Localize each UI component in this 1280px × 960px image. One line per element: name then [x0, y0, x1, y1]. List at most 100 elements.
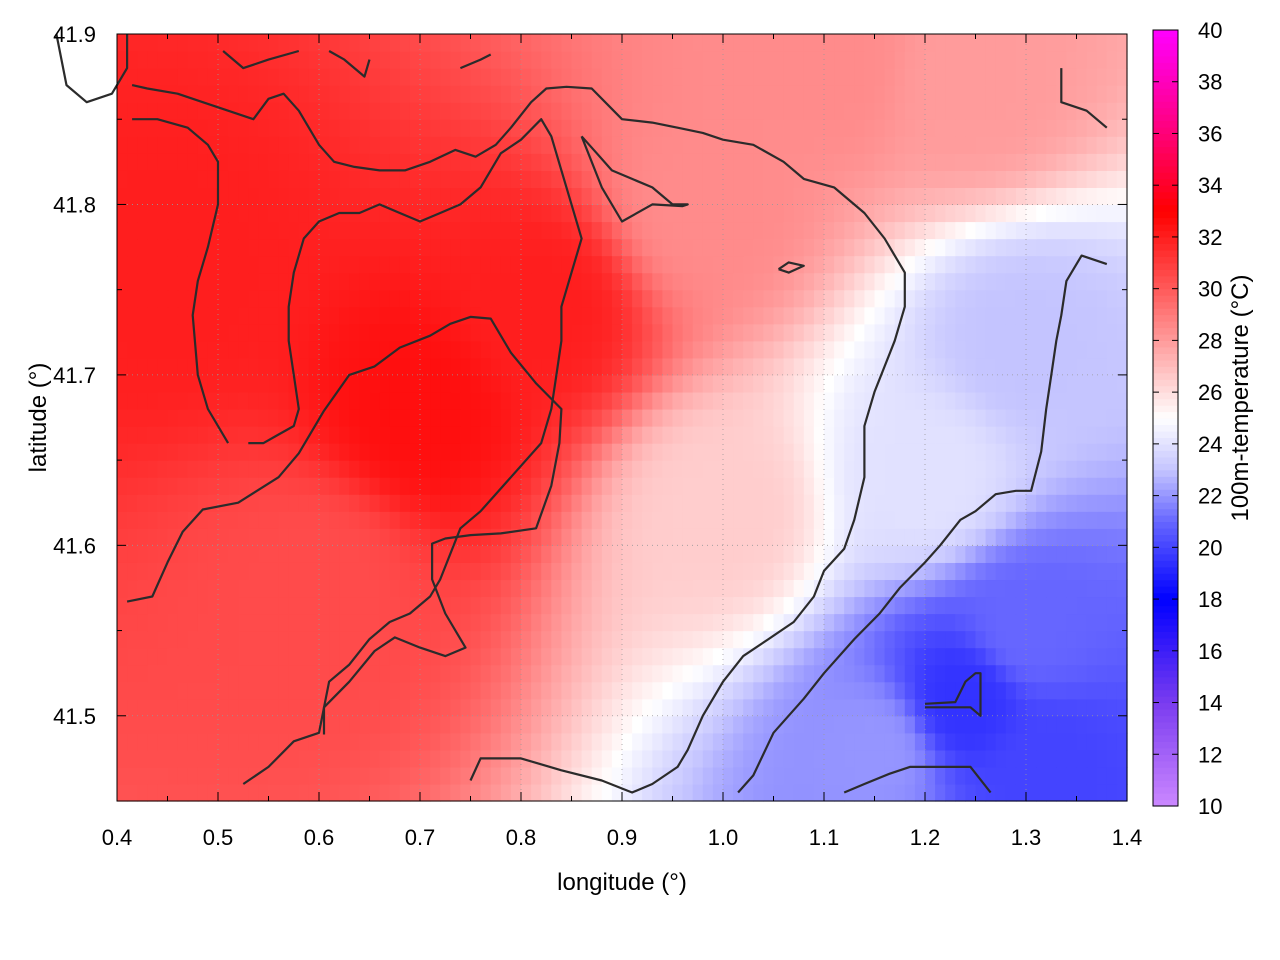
colorbar-step	[1153, 392, 1178, 400]
heatmap-cell	[238, 357, 249, 376]
heatmap-cell	[1116, 494, 1128, 512]
heatmap-cell	[763, 340, 775, 359]
heatmap-cell	[622, 323, 633, 342]
heatmap-cell	[541, 323, 552, 342]
heatmap-cell	[460, 85, 472, 103]
heatmap-cell	[228, 102, 239, 120]
heatmap-cell	[723, 323, 734, 342]
heatmap-cell	[975, 528, 987, 546]
heatmap-cell	[117, 460, 128, 478]
heatmap-cell	[268, 596, 280, 615]
heatmap-cell	[238, 340, 249, 359]
heatmap-cell	[854, 426, 865, 444]
heatmap-cell	[1015, 494, 1027, 512]
heatmap-cell	[935, 681, 946, 700]
heatmap-cell	[854, 51, 865, 69]
colorbar-step	[1153, 515, 1178, 523]
heatmap-cell	[308, 204, 320, 223]
heatmap-cell	[500, 34, 512, 52]
heatmap-cell	[1106, 511, 1118, 529]
heatmap-cell	[965, 460, 977, 478]
heatmap-cell	[218, 715, 229, 734]
heatmap-cell	[248, 374, 259, 393]
heatmap-cell	[622, 477, 633, 495]
heatmap-cell	[844, 51, 855, 69]
heatmap-cell	[793, 51, 805, 69]
heatmap-cell	[420, 477, 431, 495]
heatmap-cell	[137, 698, 148, 717]
heatmap-cell	[854, 272, 865, 291]
heatmap-cell	[490, 119, 502, 137]
heatmap-cell	[712, 255, 724, 274]
heatmap-cell	[672, 357, 684, 376]
heatmap-cell	[127, 306, 138, 325]
heatmap-cell	[389, 545, 401, 563]
heatmap-cell	[743, 51, 754, 69]
heatmap-cell	[995, 749, 1007, 768]
heatmap-cell	[228, 749, 239, 768]
heatmap-cell	[571, 51, 583, 69]
heatmap-cell	[783, 136, 795, 154]
heatmap-cell	[642, 460, 653, 478]
heatmap-cell	[207, 153, 219, 171]
heatmap-cell	[1106, 51, 1118, 69]
heatmap-cell	[712, 664, 724, 683]
heatmap-cell	[783, 460, 795, 478]
heatmap-cell	[1036, 613, 1047, 632]
heatmap-cell	[137, 34, 148, 52]
heatmap-cell	[935, 323, 946, 342]
heatmap-cell	[763, 34, 775, 52]
heatmap-cell	[854, 119, 865, 137]
heatmap-cell	[238, 443, 249, 461]
heatmap-cell	[733, 153, 744, 171]
heatmap-cell	[733, 136, 744, 154]
heatmap-cell	[904, 477, 916, 495]
heatmap-cell	[531, 119, 542, 137]
heatmap-cell	[278, 102, 290, 120]
heatmap-cell	[1015, 715, 1027, 734]
heatmap-cell	[581, 681, 593, 700]
heatmap-cell	[1096, 528, 1108, 546]
heatmap-cell	[521, 766, 532, 785]
heatmap-cell	[1026, 545, 1037, 563]
heatmap-cell	[753, 255, 764, 274]
heatmap-cell	[955, 272, 966, 291]
heatmap-cell	[1066, 783, 1078, 802]
heatmap-cell	[490, 170, 502, 188]
heatmap-cell	[359, 477, 371, 495]
heatmap-cell	[430, 187, 441, 206]
heatmap-cell	[622, 187, 633, 206]
heatmap-cell	[571, 681, 583, 700]
heatmap-cell	[117, 596, 128, 615]
heatmap-cell	[258, 426, 270, 444]
heatmap-cell	[773, 528, 785, 546]
heatmap-cell	[844, 562, 855, 581]
heatmap-cell	[925, 460, 936, 478]
heatmap-cell	[884, 477, 896, 495]
heatmap-cell	[611, 323, 623, 342]
heatmap-cell	[127, 460, 138, 478]
heatmap-cell	[1026, 374, 1037, 393]
heatmap-cell	[1056, 477, 1067, 495]
heatmap-cell	[187, 272, 199, 291]
colorbar-tick-label: 34	[1198, 173, 1222, 198]
heatmap-cell	[611, 460, 623, 478]
heatmap-cell	[551, 545, 562, 563]
heatmap-cell	[440, 732, 451, 751]
heatmap-cell	[1106, 460, 1118, 478]
heatmap-cell	[359, 579, 371, 598]
heatmap-cell	[127, 34, 138, 52]
heatmap-cell	[177, 374, 189, 393]
heatmap-cell	[591, 34, 603, 52]
heatmap-cell	[480, 238, 492, 257]
heatmap-cell	[379, 306, 391, 325]
heatmap-cell	[1005, 732, 1017, 751]
heatmap-cell	[288, 749, 300, 768]
heatmap-cell	[935, 34, 946, 52]
heatmap-cell	[773, 374, 785, 393]
heatmap-cell	[389, 596, 401, 615]
heatmap-cell	[642, 408, 653, 427]
heatmap-cell	[995, 170, 1007, 188]
heatmap-cell	[369, 579, 381, 598]
heatmap-cell	[723, 477, 734, 495]
